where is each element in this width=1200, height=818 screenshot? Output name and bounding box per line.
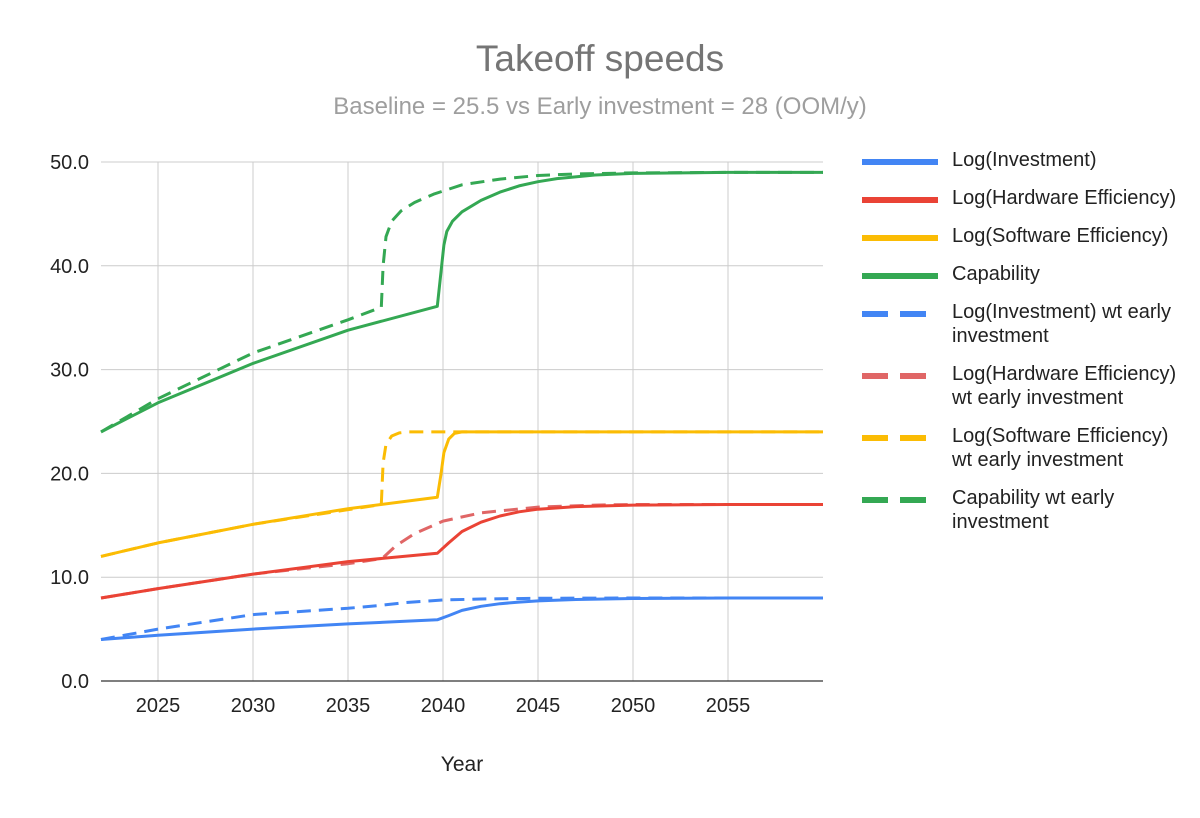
legend-swatch <box>862 486 938 510</box>
grid-lines <box>101 161 823 681</box>
tick-labels: 0.0 10.0 20.0 30.0 40.0 50.0 2025 2030 2035 2040 2… <box>50 152 750 717</box>
x-tick-label: 2045 <box>516 695 561 717</box>
chart-title: Takeoff speeds <box>475 38 725 79</box>
legend-item: Log(Software Efficiency) wt early invest… <box>862 424 1192 472</box>
y-tick-label: 30.0 <box>50 360 89 382</box>
series-line-6 <box>100 503 823 600</box>
legend-item: Log(Hardware Efficiency) wt early invest… <box>862 362 1192 410</box>
legend-item: Capability wt early investment <box>862 486 1192 534</box>
x-tick-label: 2040 <box>421 695 466 717</box>
x-tick-label: 2035 <box>326 695 371 717</box>
x-tick-label: 2055 <box>706 695 751 717</box>
legend-label: Capability <box>952 263 1040 285</box>
y-tick-label: 20.0 <box>50 463 89 485</box>
x-tick-label: 2050 <box>611 695 656 717</box>
legend-swatch <box>862 262 938 286</box>
series-line-1 <box>100 596 823 641</box>
series-line-8 <box>100 170 823 434</box>
legend-swatch <box>862 362 938 386</box>
legend-label: Log(Software Efficiency) <box>952 225 1169 247</box>
series-line-7 <box>100 430 823 558</box>
y-tick-label: 10.0 <box>50 567 89 589</box>
legend-label: Log(Hardware Efficiency) wt early invest… <box>952 363 1177 409</box>
legend-label: Log(Investment) <box>952 149 1097 171</box>
x-tick-label: 2025 <box>136 695 181 717</box>
legend-item: Log(Investment) wt early investment <box>862 300 1192 348</box>
series-line-3 <box>100 430 823 558</box>
x-axis-label: Year <box>441 753 483 776</box>
y-tick-label: 50.0 <box>50 152 89 174</box>
y-tick-label: 0.0 <box>61 671 89 693</box>
legend-swatch <box>862 148 938 172</box>
y-tick-label: 40.0 <box>50 256 89 278</box>
series-lines <box>100 170 823 641</box>
legend: Log(Investment) Log(Hardware Efficiency) L… <box>862 148 1192 548</box>
legend-item: Capability <box>862 262 1192 286</box>
series-line-2 <box>100 503 823 600</box>
legend-label: Log(Investment) wt early investment <box>952 301 1171 347</box>
legend-label: Capability wt early investment <box>952 487 1115 533</box>
legend-swatch <box>862 300 938 324</box>
series-line-4 <box>100 170 823 434</box>
chart-subtitle: Baseline = 25.5 vs Early investment = 28… <box>333 93 867 120</box>
legend-swatch <box>862 424 938 448</box>
legend-item: Log(Hardware Efficiency) <box>862 186 1192 210</box>
legend-item: Log(Investment) <box>862 148 1192 172</box>
legend-swatch <box>862 186 938 210</box>
legend-label: Log(Hardware Efficiency) <box>952 187 1177 209</box>
legend-swatch <box>862 224 938 248</box>
x-tick-label: 2030 <box>231 695 276 717</box>
legend-label: Log(Software Efficiency) wt early invest… <box>952 425 1169 471</box>
legend-item: Log(Software Efficiency) <box>862 224 1192 248</box>
